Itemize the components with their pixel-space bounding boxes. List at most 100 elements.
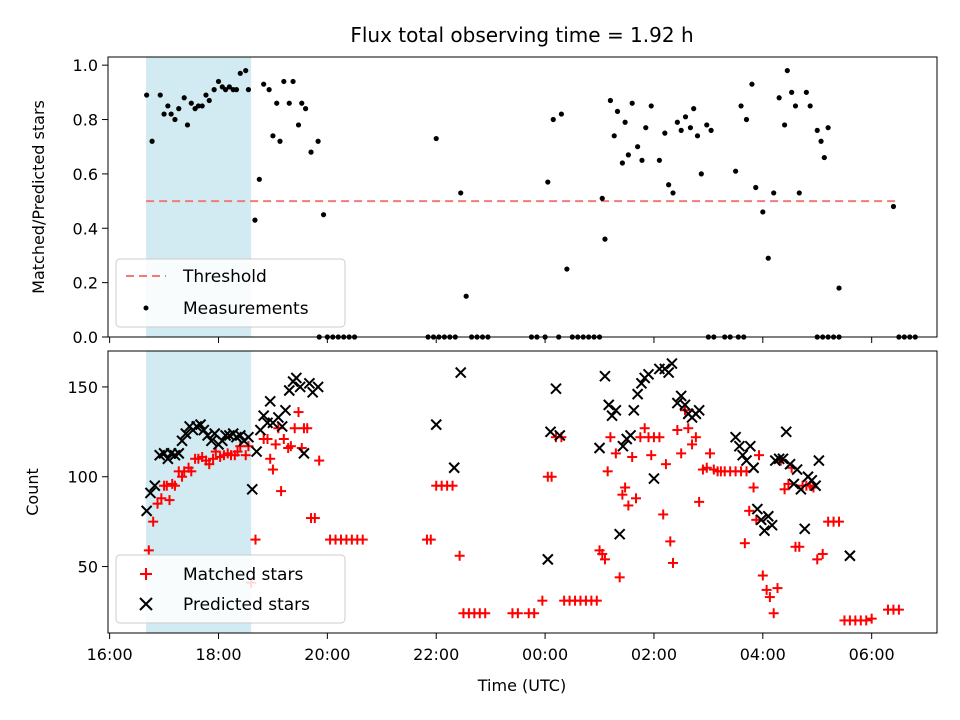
predicted-star-point <box>799 523 811 535</box>
measurement-point <box>458 190 464 196</box>
y-tick-label: 50 <box>78 558 98 577</box>
matched-star-point <box>267 464 278 475</box>
matched-star-point <box>285 441 296 452</box>
predicted-star-point <box>312 381 324 393</box>
matched-star-point <box>744 505 755 516</box>
matched-star-point <box>143 545 154 556</box>
y-tick-label: 0.4 <box>73 219 98 238</box>
measurement-point <box>545 179 551 185</box>
matched-star-point <box>627 451 638 462</box>
predicted-star-point <box>448 462 460 474</box>
x-tick-label: 16:00 <box>87 645 133 664</box>
measurement-point <box>682 114 689 120</box>
measurement-point <box>564 266 570 272</box>
matched-star-point <box>764 592 775 603</box>
predicted-star-point <box>176 435 188 447</box>
measurement-point <box>463 293 469 299</box>
matched-star-point <box>620 482 631 493</box>
measurement-point <box>206 97 212 104</box>
measurement-point <box>252 217 258 223</box>
x-tick-label: 22:00 <box>413 645 459 664</box>
predicted-star-point <box>144 487 157 499</box>
bottom-y-axis-label: Count <box>23 468 42 516</box>
bottom-axes-frame <box>107 350 938 634</box>
matched-star-point <box>893 604 904 615</box>
matched-star-point <box>660 459 671 470</box>
predicted-star-point <box>635 377 648 390</box>
matched-star-point <box>834 516 845 527</box>
matched-star-point <box>630 493 641 504</box>
matched-star-point <box>690 432 701 443</box>
bottom-legend-box <box>115 554 346 624</box>
predicted-star-point <box>455 366 467 379</box>
predicted-star-point <box>173 447 185 460</box>
measurement-point <box>807 103 813 109</box>
predicted-star-point <box>250 445 263 458</box>
matched-star-point <box>694 496 705 507</box>
matched-star-point <box>208 453 219 464</box>
predicted-star-point <box>198 424 210 436</box>
x-tick-label: 20:00 <box>304 645 350 664</box>
measurement-point <box>144 92 150 98</box>
measurement-point <box>753 184 759 191</box>
matched-star-point <box>425 534 436 545</box>
matched-star-point <box>293 407 304 418</box>
matched-star-point <box>186 466 197 477</box>
matched-star-point <box>748 482 759 493</box>
predicted-star-point <box>693 404 705 416</box>
matched-star-point <box>599 554 610 565</box>
measurement-point <box>733 168 739 174</box>
y-tick-label: 100 <box>67 468 98 487</box>
predicted-star-point <box>617 440 629 452</box>
y-tick-label: 1.0 <box>73 56 98 75</box>
measurement-point <box>226 84 232 90</box>
measurement-point <box>215 78 222 85</box>
matched-star-point <box>512 608 523 619</box>
matched-star-point <box>357 534 368 545</box>
matched-star-point <box>605 432 616 443</box>
x-tick-label: 00:00 <box>522 645 568 664</box>
matched-star-point <box>739 538 750 549</box>
measurement-point <box>639 157 645 163</box>
measurement-point <box>181 95 187 101</box>
measurement-point <box>771 190 777 196</box>
matched-star-point <box>302 423 313 434</box>
predicted-star-point <box>264 395 276 408</box>
predicted-star-point <box>544 426 557 438</box>
predicted-star-point <box>809 480 822 492</box>
predicted-star-point <box>648 472 660 485</box>
y-tick-label: 0.6 <box>73 165 98 184</box>
measurement-point <box>188 100 194 106</box>
measurement-point <box>760 209 766 215</box>
measurement-point <box>274 100 280 106</box>
matched-star-point <box>169 480 180 491</box>
y-tick-label: 0.0 <box>73 328 98 347</box>
legend-predicted-swatch <box>139 597 153 611</box>
measurement-point <box>704 122 710 128</box>
matched-star-point <box>866 613 877 624</box>
x-tick-label: 06:00 <box>849 645 895 664</box>
predicted-star-point <box>777 453 789 465</box>
predicted-star-point <box>246 483 258 496</box>
measurement-point <box>738 103 744 109</box>
matched-star-point <box>250 534 261 545</box>
matched-star-point <box>672 425 683 436</box>
predicted-star-point <box>279 404 292 416</box>
measurement-point <box>157 92 163 98</box>
measurement-point <box>256 176 262 182</box>
matched-star-point <box>658 509 669 520</box>
measurement-point <box>694 133 701 139</box>
matched-star-point <box>152 498 163 509</box>
predicted-star-point <box>290 372 303 384</box>
predicted-star-point <box>603 399 615 411</box>
predicted-star-point <box>666 357 678 370</box>
matched-star-point <box>794 541 805 552</box>
predicted-star-point <box>294 381 306 393</box>
predicted-star-point <box>542 553 554 566</box>
predicted-star-point <box>593 442 606 454</box>
measurement-point <box>550 116 556 123</box>
predicted-stars-points <box>140 357 856 566</box>
measurement-point <box>558 111 565 117</box>
measurement-point <box>199 103 205 109</box>
